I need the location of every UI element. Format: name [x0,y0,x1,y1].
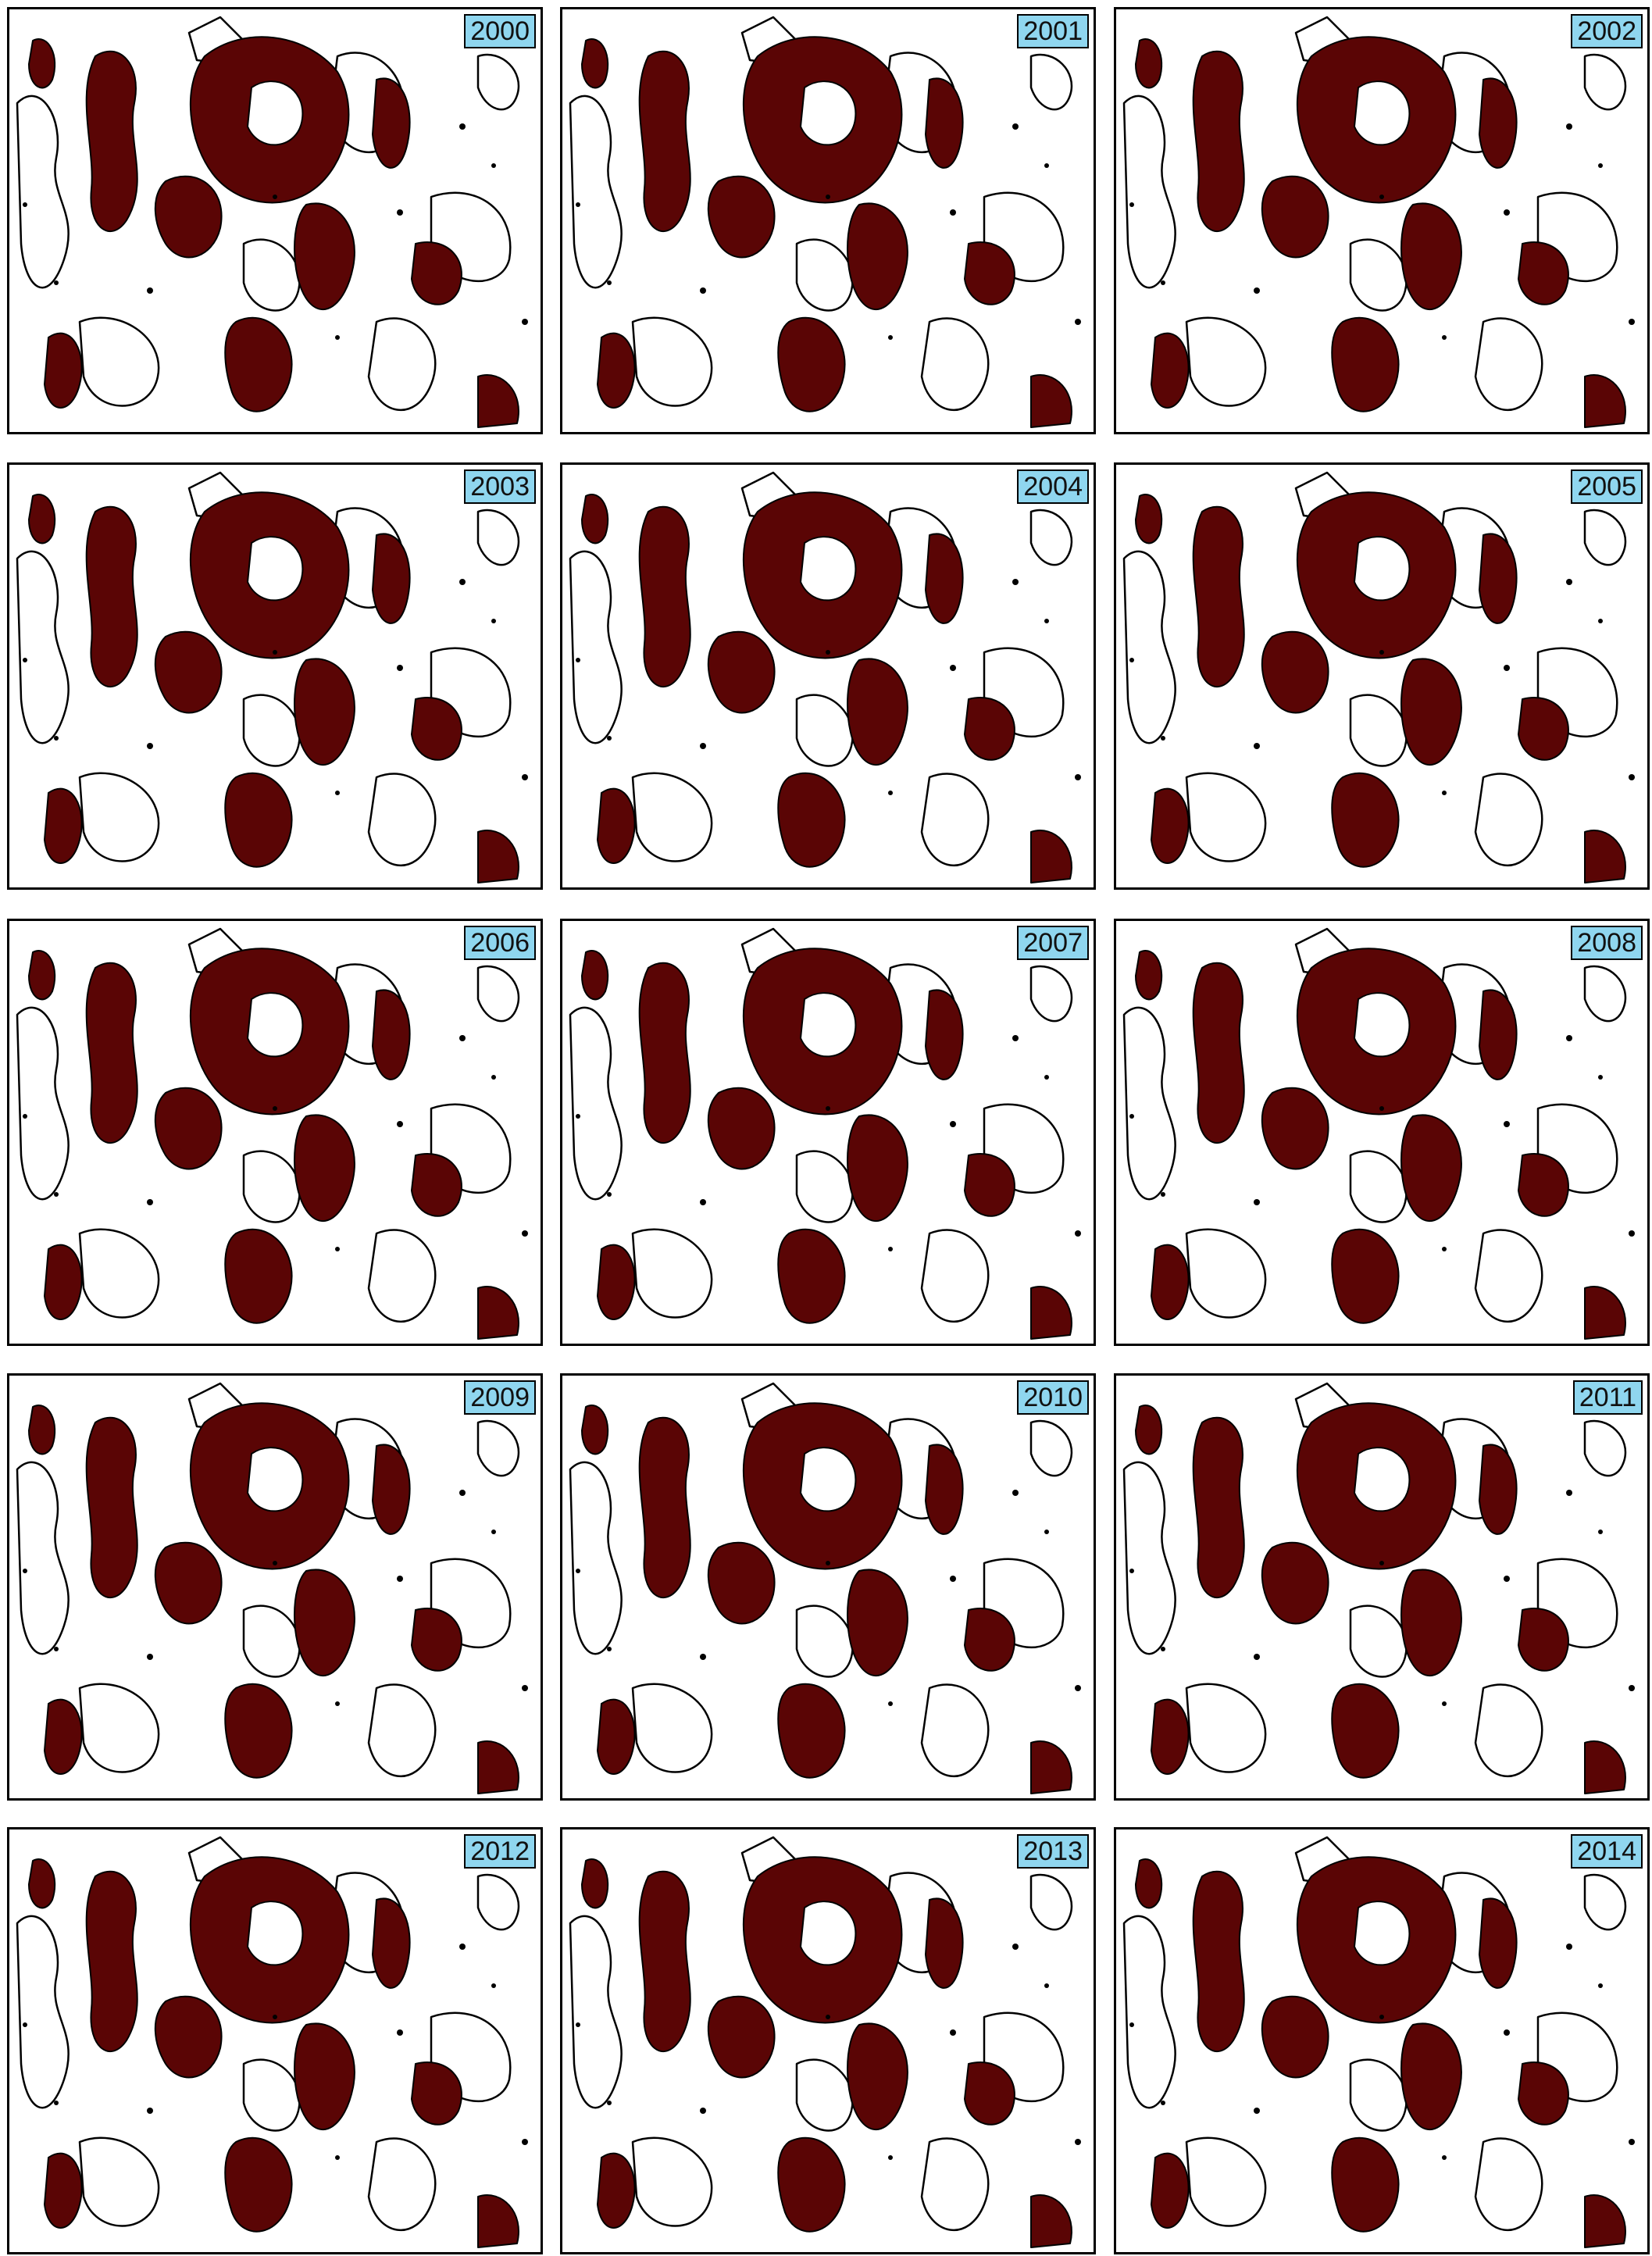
year-label: 2001 [1017,14,1089,48]
year-label: 2002 [1571,14,1643,48]
map [569,1382,1083,1795]
map-regions [1122,16,1636,429]
year-label: 2007 [1017,926,1089,960]
map-regions [1122,1836,1636,2249]
year-label: 2012 [464,1834,536,1869]
year-label: 2013 [1017,1834,1089,1869]
map [1122,471,1636,884]
map-panel: 2006 [7,919,543,1346]
year-label: 2006 [464,926,536,960]
map-regions [16,16,530,429]
year-label: 2004 [1017,469,1089,504]
map-panel: 2010 [560,1373,1096,1801]
map-regions [16,1836,530,2249]
year-label: 2011 [1572,1380,1643,1415]
map-panel: 2004 [560,462,1096,890]
map [569,927,1083,1340]
year-label: 2005 [1571,469,1643,504]
map [1122,16,1636,429]
map-regions [16,471,530,884]
map-panel: 2011 [1114,1373,1650,1801]
map-regions [569,1836,1083,2249]
map [16,1836,530,2249]
map [1122,1836,1636,2249]
map-panel: 2000 [7,7,543,434]
map-regions [1122,1382,1636,1795]
year-label: 2008 [1571,926,1643,960]
map-regions [569,16,1083,429]
map-panel: 2013 [560,1827,1096,2254]
map-panel: 2012 [7,1827,543,2254]
year-label: 2000 [464,14,536,48]
map-panel: 2014 [1114,1827,1650,2254]
map-panel: 2009 [7,1373,543,1801]
map-regions [569,927,1083,1340]
map-panel: 2005 [1114,462,1650,890]
map [16,16,530,429]
map [569,1836,1083,2249]
map [16,1382,530,1795]
map-regions [569,471,1083,884]
map [16,471,530,884]
map-regions [569,1382,1083,1795]
map [1122,927,1636,1340]
map-regions [1122,471,1636,884]
map-panel: 2003 [7,462,543,890]
map-panel: 2008 [1114,919,1650,1346]
map-regions [1122,927,1636,1340]
map [16,927,530,1340]
map-regions [16,927,530,1340]
year-label: 2010 [1017,1380,1089,1415]
year-label: 2009 [464,1380,536,1415]
map [1122,1382,1636,1795]
map-panel: 2002 [1114,7,1650,434]
map-panel: 2001 [560,7,1096,434]
map-panel: 2007 [560,919,1096,1346]
map [569,16,1083,429]
year-label: 2014 [1571,1834,1643,1869]
year-label: 2003 [464,469,536,504]
map-regions [16,1382,530,1795]
map [569,471,1083,884]
